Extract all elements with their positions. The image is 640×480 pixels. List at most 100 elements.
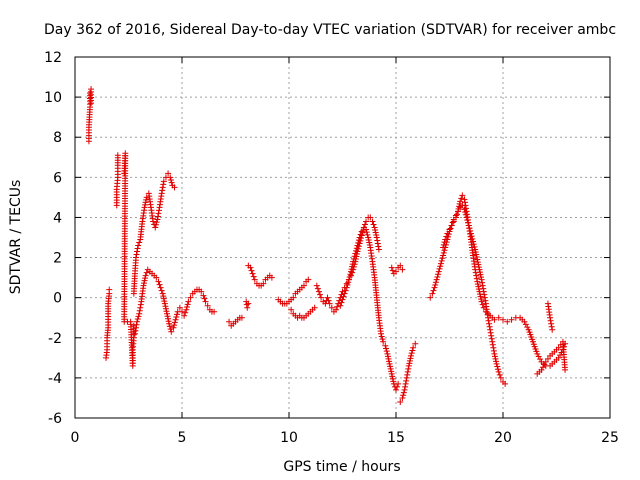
data-point: [137, 304, 144, 311]
data-point: [555, 354, 562, 361]
data-point: [544, 355, 551, 362]
data-point: [373, 234, 380, 241]
chart-title: Day 362 of 2016, Sidereal Day-to-day VTE…: [44, 22, 616, 38]
data-point: [247, 264, 254, 271]
data-point: [248, 267, 255, 274]
data-point: [157, 284, 164, 291]
data-point: [249, 270, 256, 277]
data-point: [185, 298, 192, 305]
data-point: [489, 341, 496, 348]
data-point: [159, 187, 166, 194]
data-point: [399, 266, 406, 273]
data-point: [132, 324, 139, 331]
data-point: [171, 319, 178, 326]
data-point: [158, 287, 165, 294]
data-point: [143, 269, 150, 276]
data-point: [389, 267, 396, 274]
data-point: [490, 344, 497, 351]
data-point: [358, 228, 365, 235]
data-point: [136, 310, 143, 317]
data-point: [393, 386, 399, 393]
data-point: [373, 231, 380, 238]
data-point: [504, 318, 511, 325]
data-point: [548, 320, 555, 327]
y-tick-label: -4: [48, 371, 62, 387]
data-point: [182, 309, 189, 316]
data-point: [474, 259, 481, 266]
data-point: [472, 249, 479, 256]
data-point: [472, 246, 479, 253]
data-point: [447, 225, 454, 232]
data-point: [427, 294, 434, 301]
data-point: [88, 100, 95, 107]
data-point: [384, 353, 391, 360]
y-tick-label: 4: [53, 210, 62, 226]
data-point: [164, 310, 171, 317]
data-point: [114, 152, 121, 159]
data-point: [156, 281, 163, 288]
data-point: [162, 303, 169, 310]
data-point: [378, 330, 385, 337]
data-point: [160, 181, 167, 188]
data-point: [134, 248, 141, 255]
data-point: [172, 316, 179, 323]
data-point: [455, 205, 462, 212]
data-point: [402, 380, 409, 387]
data-point: [198, 288, 205, 295]
data-point: [161, 298, 168, 305]
data-point: [141, 280, 148, 287]
data-point: [173, 314, 180, 321]
data-point: [204, 302, 211, 309]
data-point: [522, 321, 529, 328]
data-point: [158, 190, 165, 197]
data-point: [367, 214, 374, 221]
data-point: [478, 276, 485, 283]
data-point: [201, 295, 208, 302]
data-point: [478, 296, 485, 303]
data-point: [449, 219, 456, 226]
data-point: [473, 275, 480, 282]
data-point: [268, 274, 275, 281]
data-point: [365, 237, 372, 244]
x-tick-label: 20: [494, 430, 512, 446]
data-point: [535, 353, 542, 360]
data-point: [375, 243, 382, 250]
data-point: [397, 398, 404, 405]
y-tick-label: 10: [44, 90, 62, 106]
data-point: [171, 322, 178, 329]
data-point: [340, 293, 347, 300]
data-point: [437, 260, 444, 267]
data-point: [375, 246, 382, 253]
data-point: [338, 299, 345, 306]
data-point: [339, 296, 346, 303]
data-point: [385, 355, 392, 362]
data-point: [432, 281, 439, 288]
data-point: [495, 366, 502, 373]
data-point: [487, 326, 494, 333]
data-point: [163, 308, 170, 315]
data-point: [337, 302, 344, 309]
data-point: [143, 196, 150, 203]
data-point: [155, 207, 162, 214]
data-point: [154, 213, 161, 220]
data-point: [388, 368, 395, 375]
data-point: [408, 350, 415, 357]
data-point: [250, 273, 257, 280]
data-point: [159, 290, 166, 297]
data-point: [386, 358, 393, 365]
data-point: [534, 350, 541, 357]
data-point: [397, 262, 404, 269]
data-point: [238, 314, 245, 321]
data-point: [179, 308, 185, 315]
data-point: [488, 335, 495, 342]
data-point: [384, 350, 391, 357]
data-point: [167, 326, 174, 333]
data-point: [502, 380, 509, 387]
data-point: [461, 196, 468, 203]
data-point: [168, 328, 175, 335]
data-point: [372, 226, 379, 233]
data-point: [407, 352, 414, 359]
data-point: [403, 377, 410, 384]
data-point: [475, 261, 482, 268]
data-point: [211, 308, 218, 315]
